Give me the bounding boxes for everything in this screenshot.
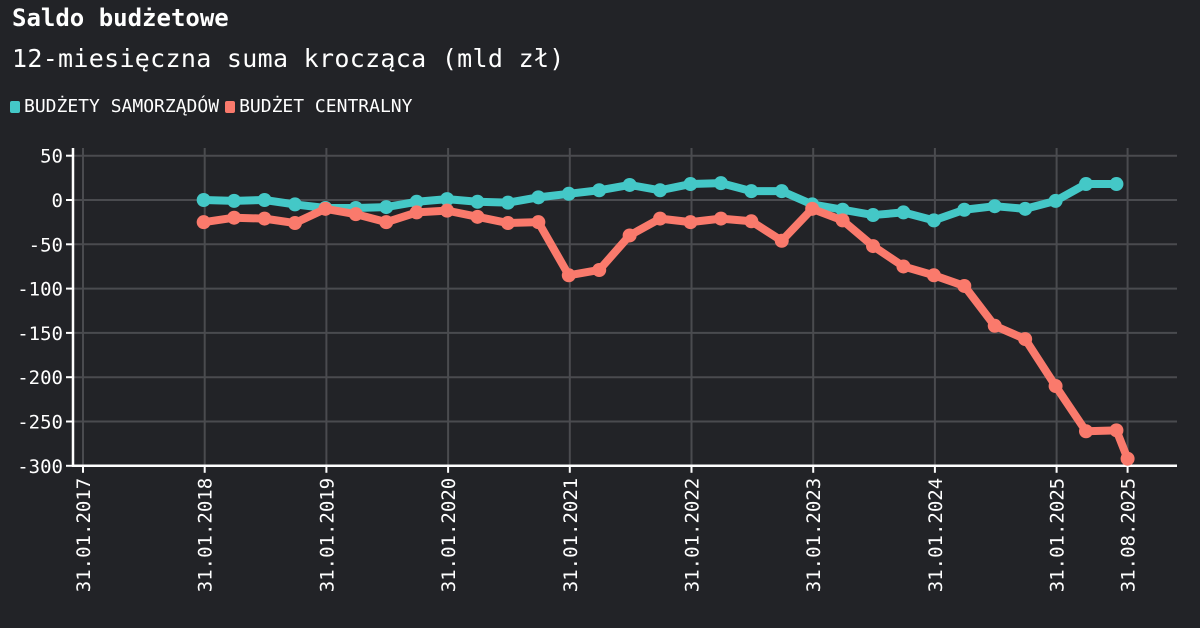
data-point: [774, 184, 789, 199]
x-tick-label: 31.08.2025: [1118, 478, 1140, 592]
data-point: [866, 239, 881, 254]
data-point: [653, 211, 668, 226]
data-point: [592, 262, 607, 277]
x-tick-label: 31.01.2018: [195, 478, 217, 592]
data-point: [440, 192, 455, 207]
data-point: [987, 318, 1002, 333]
data-point: [744, 184, 759, 199]
x-tick-label: 31.01.2019: [316, 478, 338, 592]
data-point: [1018, 201, 1033, 216]
data-point: [926, 268, 941, 283]
legend-item-centralny: BUDŻET CENTRALNY: [225, 96, 412, 117]
data-point: [653, 183, 668, 198]
legend-item-samorzady: BUDŻETY SAMORZĄDÓW: [10, 96, 219, 117]
data-point: [805, 201, 820, 216]
x-tick-label: 31.01.2017: [73, 478, 95, 592]
data-point: [683, 177, 698, 192]
data-point: [287, 197, 302, 212]
data-point: [1048, 193, 1063, 208]
data-point: [1109, 177, 1124, 192]
legend-swatch-teal: [10, 100, 20, 113]
y-tick-label: -200: [17, 367, 63, 389]
data-point: [774, 233, 789, 248]
data-point: [683, 215, 698, 230]
data-point: [1048, 379, 1063, 394]
data-point: [926, 213, 941, 228]
x-tick-label: 31.01.2022: [682, 478, 704, 592]
chart-title: Saldo budżetowe: [12, 4, 229, 32]
y-tick-label: -300: [17, 456, 63, 478]
data-point: [835, 213, 850, 228]
series-lines: [196, 176, 1135, 466]
legend-swatch-red: [225, 100, 236, 113]
y-tick-label: 0: [52, 190, 63, 212]
data-point: [531, 215, 546, 230]
data-point: [196, 215, 211, 230]
axes: 50 0 -50 -100 -150 -200 -250 -300 31.01.2017 31.0…: [17, 146, 1177, 592]
y-tick-label: -250: [17, 412, 63, 434]
data-point: [500, 216, 515, 231]
data-point: [318, 201, 333, 216]
data-point: [987, 199, 1002, 214]
data-point: [379, 200, 394, 215]
data-point: [257, 193, 272, 207]
data-point: [470, 209, 485, 224]
y-tick-label: -100: [17, 279, 63, 301]
data-point: [713, 176, 728, 191]
x-tick-label: 31.01.2021: [560, 478, 582, 592]
legend-label: BUDŻETY SAMORZĄDÓW: [24, 96, 220, 117]
data-point: [1109, 423, 1124, 438]
data-point: [348, 207, 363, 222]
data-point: [896, 205, 911, 220]
data-point: [440, 203, 455, 218]
y-tick-label: -50: [29, 234, 63, 256]
data-point: [561, 186, 576, 201]
data-point: [227, 210, 242, 225]
data-point: [744, 214, 759, 229]
y-tick-label: 50: [40, 146, 63, 168]
data-point: [896, 259, 911, 274]
data-point: [1079, 177, 1094, 192]
x-tick-label: 31.01.2025: [1047, 478, 1069, 592]
data-point: [500, 195, 515, 210]
y-tick-label: -150: [17, 323, 63, 345]
data-point: [257, 211, 272, 226]
data-point: [287, 216, 302, 231]
data-point: [470, 194, 485, 209]
data-point: [835, 202, 850, 217]
chart-subtitle: 12-miesięczna suma krocząca (mld zł): [12, 44, 565, 73]
data-point: [1018, 332, 1033, 347]
x-tick-label: 31.01.2020: [438, 478, 460, 592]
data-point: [531, 190, 546, 205]
legend: BUDŻETY SAMORZĄDÓW BUDŻET CENTRALNY: [10, 96, 418, 117]
data-point: [227, 193, 242, 208]
x-tick-label: 31.01.2023: [803, 478, 825, 592]
data-point: [622, 228, 637, 243]
data-point: [409, 205, 424, 220]
data-point: [713, 211, 728, 226]
data-point: [592, 183, 607, 198]
x-tick-label: 31.01.2024: [925, 478, 947, 592]
data-point: [957, 278, 972, 293]
data-point: [1079, 424, 1094, 439]
data-point: [196, 193, 211, 207]
data-point: [957, 202, 972, 217]
legend-label: BUDŻET CENTRALNY: [239, 96, 413, 117]
data-point: [409, 194, 424, 209]
data-point: [866, 208, 881, 223]
data-point: [561, 268, 576, 283]
data-point: [379, 215, 394, 230]
data-point: [622, 177, 637, 192]
data-point: [1120, 451, 1135, 466]
